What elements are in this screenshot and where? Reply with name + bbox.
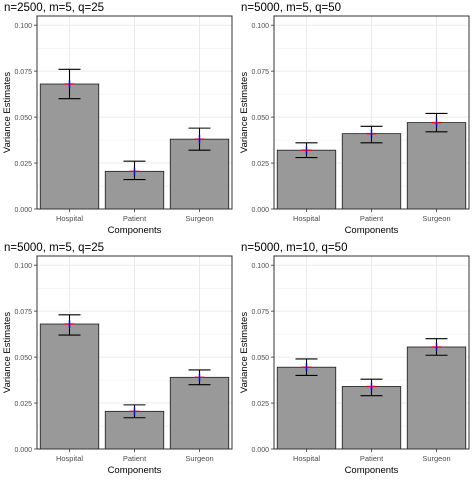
y-tick-label: 0.075 <box>251 309 269 316</box>
bar-patient <box>341 133 402 210</box>
y-tick-label: 0.025 <box>14 161 32 168</box>
bar-hospital <box>39 323 100 450</box>
y-tick-label: 0.075 <box>14 309 32 316</box>
y-tick-label: 0.000 <box>251 447 269 454</box>
y-tick-label: 0.100 <box>14 23 32 30</box>
x-tick-label: Hospital <box>56 214 83 223</box>
chart-title: n=2500, m=5, q=25 <box>4 2 104 14</box>
y-tick-label: 0.050 <box>251 115 269 122</box>
x-axis-title: Components <box>345 465 399 476</box>
bar-hospital <box>276 366 337 450</box>
y-axis-title: Variance Estimates <box>2 312 13 393</box>
chart-title: n=5000, m=5, q=25 <box>4 242 104 254</box>
bar-surgeon <box>406 122 467 210</box>
x-tick-label: Surgeon <box>185 454 213 463</box>
x-tick-label: Patient <box>123 454 147 463</box>
x-tick-label: Surgeon <box>422 454 450 463</box>
x-tick-label: Patient <box>360 454 384 463</box>
y-axis-title: Variance Estimates <box>239 312 250 393</box>
x-tick-label: Patient <box>123 214 147 223</box>
x-tick-label: Hospital <box>293 454 320 463</box>
y-tick-label: 0.050 <box>251 355 269 362</box>
y-tick-label: 0.075 <box>251 69 269 76</box>
bar-patient <box>341 386 402 450</box>
chart-panel-2: n=5000, m=5, q=50 0.000 0.025 0.050 0.075 0.1… <box>239 2 470 236</box>
y-axis-title: Variance Estimates <box>2 72 13 153</box>
chart-title: n=5000, m=10, q=50 <box>241 242 347 254</box>
y-tick-label: 0.075 <box>14 69 32 76</box>
y-tick-label: 0.025 <box>251 161 269 168</box>
y-tick-label: 0.100 <box>251 23 269 30</box>
y-axis-title: Variance Estimates <box>239 72 250 153</box>
y-tick-label: 0.100 <box>251 263 269 270</box>
bar-surgeon <box>169 138 230 210</box>
y-tick-label: 0.000 <box>251 207 269 214</box>
x-tick-label: Hospital <box>56 454 83 463</box>
y-tick-label: 0.000 <box>14 447 32 454</box>
bar-hospital <box>39 83 100 210</box>
x-axis-title: Components <box>108 225 162 236</box>
chart-panel-4: n=5000, m=10, q=50 0.000 0.025 0.050 0.075 0.… <box>239 242 470 476</box>
x-axis-title: Components <box>108 465 162 476</box>
bar-surgeon <box>169 376 230 450</box>
y-tick-label: 0.025 <box>14 401 32 408</box>
y-tick-label: 0.025 <box>251 401 269 408</box>
bar-hospital <box>276 149 337 210</box>
y-tick-label: 0.000 <box>14 207 32 214</box>
y-tick-label: 0.050 <box>14 355 32 362</box>
chart-panel-1: n=2500, m=5, q=25 0.000 0.025 0.050 0.075 0.1… <box>2 2 233 236</box>
x-tick-label: Surgeon <box>185 214 213 223</box>
x-tick-label: Surgeon <box>422 214 450 223</box>
y-tick-label: 0.050 <box>14 115 32 122</box>
bar-surgeon <box>406 346 467 450</box>
chart-title: n=5000, m=5, q=50 <box>241 2 341 14</box>
chart-panel-3: n=5000, m=5, q=25 0.000 0.025 0.050 0.075 0.1… <box>2 242 233 476</box>
x-tick-label: Hospital <box>293 214 320 223</box>
x-tick-label: Patient <box>360 214 384 223</box>
y-tick-label: 0.100 <box>14 263 32 270</box>
x-axis-title: Components <box>345 225 399 236</box>
